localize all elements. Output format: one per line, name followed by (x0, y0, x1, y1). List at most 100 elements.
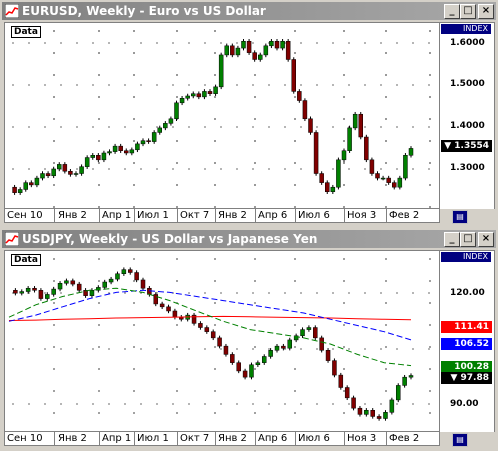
grid-dot (268, 292, 270, 294)
candle-body (313, 327, 318, 339)
grid-dot (124, 42, 126, 44)
green-ma-tag: 100.28 (441, 361, 492, 373)
grid-dot (343, 258, 345, 260)
x-separator (295, 209, 296, 222)
usdjpy-price-scale: INDEX 120.00 90.00 111.41 106.52 100.28 … (440, 250, 495, 432)
candle-body (101, 152, 107, 161)
x-separator (134, 432, 135, 445)
chart-settings-icon[interactable]: ▤ (452, 433, 468, 447)
grid-dot (60, 84, 62, 86)
maximize-button[interactable]: □ (460, 4, 476, 19)
grid-dot (204, 126, 206, 128)
close-button[interactable]: × (478, 4, 494, 19)
grid-dot (236, 126, 238, 128)
grid-dot (124, 292, 126, 294)
grid-dot (412, 348, 414, 350)
candle-body (338, 374, 344, 388)
candle-body (386, 177, 391, 183)
candle-body (319, 173, 324, 183)
grid-dot (396, 348, 398, 350)
grid-dot (343, 74, 345, 76)
candle-body (242, 370, 248, 378)
grid-dot (412, 84, 414, 86)
grid-dot (428, 348, 430, 350)
grid-dot (364, 168, 366, 170)
grid-dot (429, 184, 431, 186)
x-separator (255, 209, 256, 222)
candle-body (230, 45, 235, 56)
grid-dot (380, 292, 382, 294)
grid-dot (300, 348, 302, 350)
grid-dot (343, 96, 345, 98)
grid-dot (428, 292, 430, 294)
candle-body (129, 149, 135, 154)
candle-body (96, 287, 101, 291)
grid-dot (188, 348, 190, 350)
candle-body (70, 280, 76, 285)
candle-body (217, 337, 222, 347)
candle-body (153, 294, 159, 305)
grid-dot (53, 324, 55, 326)
grid-dot (236, 348, 238, 350)
grid-dot (98, 140, 100, 142)
chart-app-icon (5, 4, 19, 18)
grid-dot (343, 140, 345, 142)
x-tick-label: Апр 6 (258, 433, 288, 444)
minimize-button[interactable]: _ (444, 4, 460, 19)
grid-dot (176, 368, 178, 370)
chart-settings-icon[interactable]: ▤ (452, 210, 468, 224)
grid-dot (98, 162, 100, 164)
grid-dot (133, 258, 135, 260)
grid-dot (252, 292, 254, 294)
y-tick-label: 120.00 (450, 288, 485, 298)
grid-dot (412, 126, 414, 128)
grid-dot (254, 206, 256, 208)
grid-dot (98, 324, 100, 326)
usdjpy-plot-area[interactable]: Data (4, 250, 440, 432)
candle-body (108, 278, 114, 283)
grid-dot (176, 280, 178, 282)
grid-dot (53, 206, 55, 208)
candle-body (96, 155, 101, 161)
grid-dot (343, 118, 345, 120)
grid-dot (53, 52, 55, 54)
grid-dot (124, 168, 126, 170)
usdjpy-title-bar[interactable]: USDJPY, Weekly - US Dollar vs Japanese Y… (2, 230, 496, 248)
grid-dot (133, 206, 135, 208)
grid-dot (98, 206, 100, 208)
grid-dot (284, 292, 286, 294)
minimize-button[interactable]: _ (444, 232, 460, 247)
grid-dot (133, 412, 135, 414)
eurusd-title-bar[interactable]: EURUSD, Weekly - Euro vs US Dollar _ □ × (2, 2, 496, 20)
candle-body (249, 364, 254, 378)
grid-dot (385, 118, 387, 120)
grid-dot (348, 348, 350, 350)
grid-dot (28, 42, 30, 44)
grid-dot (220, 292, 222, 294)
grid-dot (380, 168, 382, 170)
grid-dot (254, 140, 256, 142)
grid-dot (214, 162, 216, 164)
last-price-value: 1.3554 (454, 141, 489, 151)
grid-dot (133, 368, 135, 370)
eurusd-plot-area[interactable]: Data (4, 22, 440, 209)
grid-dot (53, 258, 55, 260)
candle-body (89, 290, 95, 296)
grid-dot (98, 30, 100, 32)
grid-dot (176, 162, 178, 164)
candle-body (344, 387, 350, 399)
candle-body (223, 345, 229, 355)
last-price-value: 97.88 (460, 373, 489, 383)
maximize-button[interactable]: □ (460, 232, 476, 247)
candle-body (168, 118, 174, 124)
grid-dot (254, 390, 256, 392)
grid-dot (385, 324, 387, 326)
grid-dot (12, 42, 14, 44)
grid-dot (28, 292, 30, 294)
grid-dot (108, 42, 110, 44)
grid-dot (12, 168, 14, 170)
candle-body (357, 407, 363, 415)
close-button[interactable]: × (478, 232, 494, 247)
grid-dot (53, 412, 55, 414)
candle-body (364, 136, 369, 161)
